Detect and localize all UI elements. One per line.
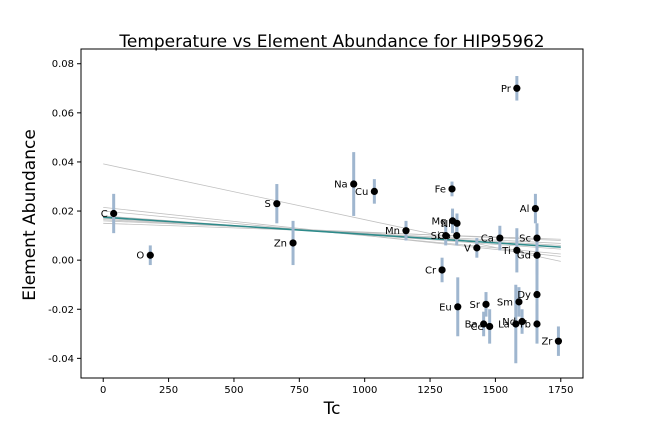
point-label: Ti (501, 246, 511, 257)
y-axis-title: Element Abundance (20, 129, 40, 301)
data-point (370, 187, 378, 196)
data-point (486, 322, 494, 331)
point-label: Fe (435, 184, 446, 195)
data-point (515, 298, 523, 306)
point-label: Mn (385, 226, 400, 237)
point-label: Ni (441, 219, 451, 230)
data-point (518, 317, 526, 326)
data-point (554, 337, 563, 345)
y-tick-label: 0.02 (52, 207, 74, 218)
x-tick-label: 750 (290, 385, 309, 396)
y-tick-label: 0.00 (52, 256, 74, 267)
point-label: Mg (432, 216, 447, 227)
data-point (533, 234, 541, 242)
point-label: O (136, 251, 144, 262)
x-tick-label: 1750 (548, 385, 573, 396)
point-label: Sm (497, 297, 513, 308)
point-label: Na (334, 180, 348, 191)
data-point (531, 204, 540, 213)
x-axis-title: Tc (323, 399, 341, 419)
x-tick-label: 0 (100, 385, 106, 396)
points (110, 84, 563, 345)
data-point (533, 320, 541, 328)
point-label: Sr (470, 300, 481, 311)
y-tick-label: -0.04 (48, 354, 74, 365)
point-label: Zr (541, 337, 553, 348)
point-label: Zn (274, 238, 287, 249)
x-axis-ticks: 0 250 500 750 1000 1250 1500 1750 (100, 378, 574, 396)
x-tick-label: 1250 (417, 385, 442, 396)
point-label: C (101, 209, 108, 220)
data-point (496, 234, 504, 242)
data-point (533, 290, 541, 299)
plot-frame (80, 48, 584, 379)
data-point (480, 320, 488, 328)
data-point (512, 320, 520, 328)
data-point (273, 200, 281, 208)
point-label: S (264, 199, 270, 210)
data-point (402, 227, 410, 235)
fit-line-group (103, 216, 561, 248)
point-label: Co (438, 231, 451, 242)
data-point (454, 303, 462, 311)
x-tick-label: 250 (159, 385, 178, 396)
data-point (289, 239, 297, 247)
x-tick-label: 1500 (483, 385, 508, 396)
y-tick-label: 0.06 (52, 108, 74, 119)
data-point (453, 231, 461, 240)
point-label: Si (431, 231, 440, 242)
errorbars (112, 76, 560, 364)
point-label: Ca (481, 234, 494, 245)
point-label: Cu (355, 187, 368, 198)
data-point (438, 266, 446, 274)
data-point (533, 251, 541, 259)
y-tick-label: 0.08 (52, 59, 74, 70)
data-point (513, 246, 521, 254)
data-point (448, 185, 456, 193)
point-label: La (498, 319, 510, 330)
point-label: Gd (517, 251, 531, 262)
chart-title: Temperature vs Element Abundance for HIP… (118, 32, 544, 52)
data-point (350, 180, 358, 188)
point-label: Dy (517, 290, 531, 301)
sample-line (103, 220, 561, 241)
point-label: Al (520, 204, 530, 215)
data-point (513, 84, 521, 92)
point-label: Tb (518, 319, 531, 330)
sample-line (103, 163, 561, 262)
data-point (482, 300, 490, 308)
point-label: Pr (501, 84, 512, 95)
data-point (473, 244, 481, 252)
x-tick-label: 500 (224, 385, 243, 396)
data-point (442, 231, 450, 240)
sample-lines (103, 163, 561, 262)
data-point (110, 209, 118, 218)
x-tick-label: 1000 (352, 385, 377, 396)
point-label: Ba (465, 319, 478, 330)
y-tick-label: -0.02 (48, 305, 74, 316)
y-tick-label: 0.04 (52, 157, 74, 168)
point-label: Nd (502, 317, 516, 328)
point-label: V (464, 243, 471, 254)
data-point (453, 219, 461, 227)
fit-line (103, 216, 561, 248)
point-label: Sc (519, 234, 531, 245)
point-label: Ce (471, 322, 484, 333)
y-axis-ticks: -0.04 -0.02 0.00 0.02 0.04 0.06 0.08 (48, 59, 81, 365)
data-point (146, 251, 154, 259)
point-label: Eu (439, 302, 452, 313)
point-label: Cr (425, 265, 437, 276)
